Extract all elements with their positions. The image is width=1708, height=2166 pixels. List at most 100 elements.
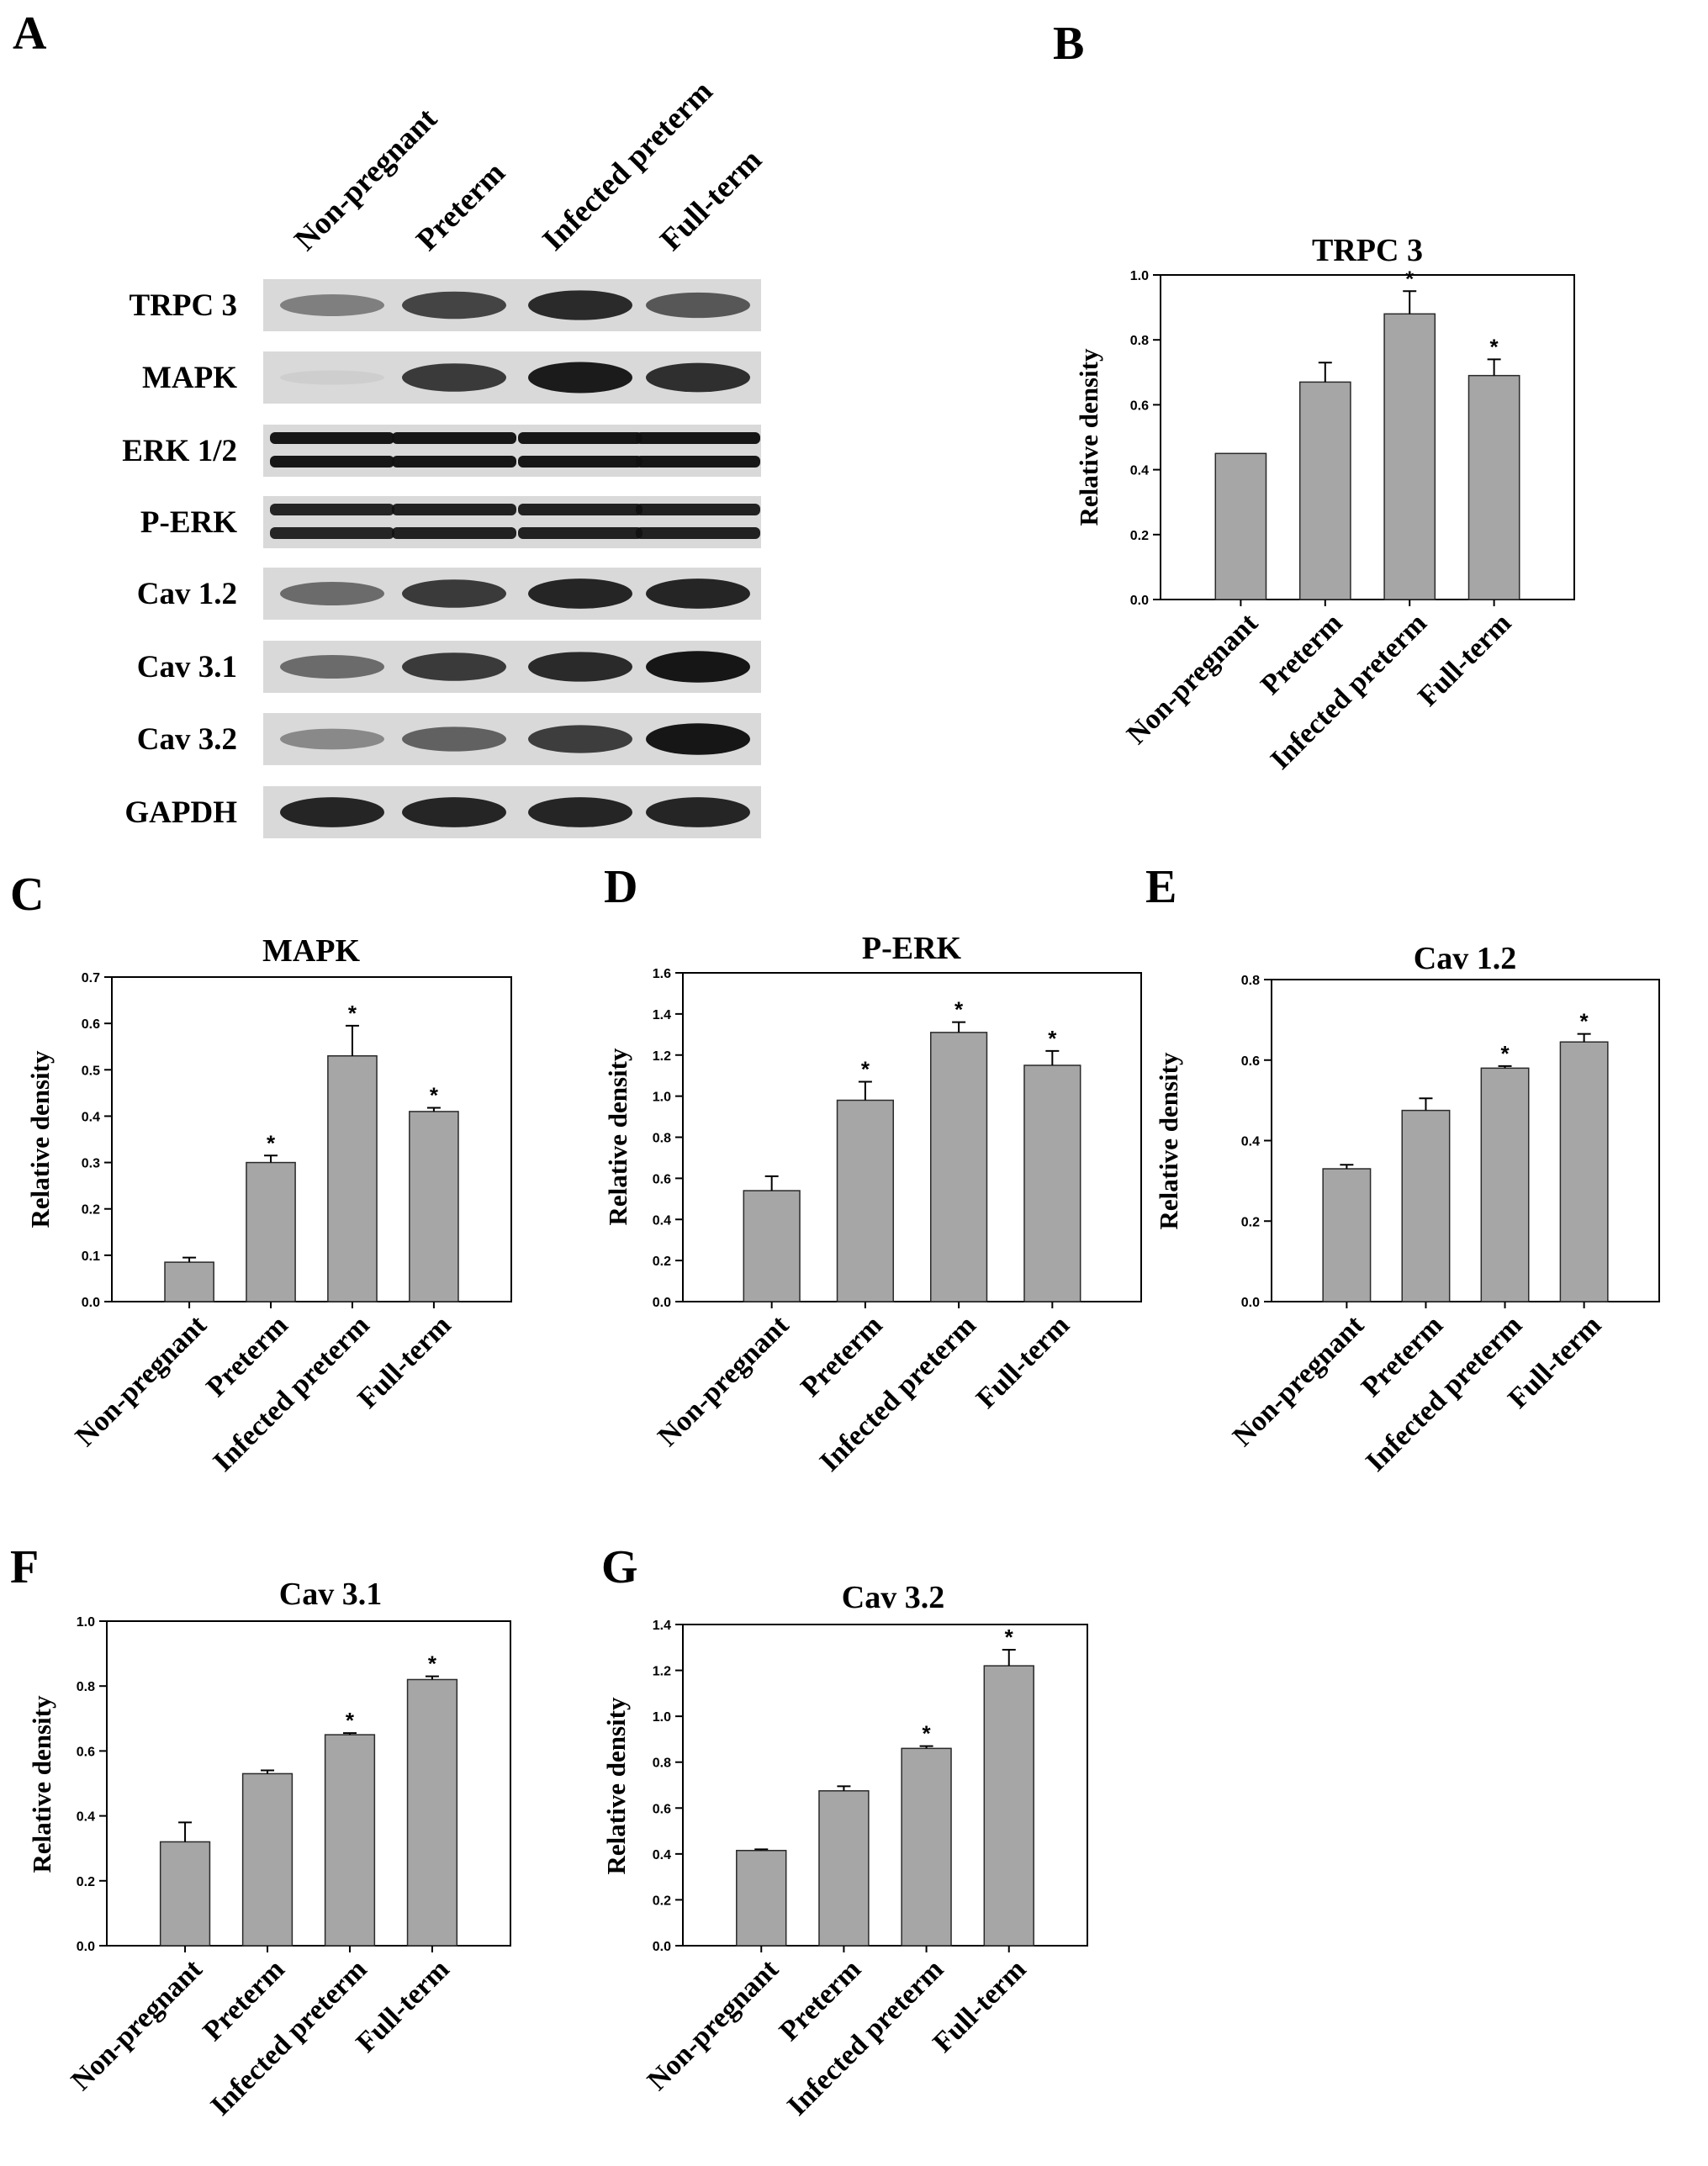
y-tick-label: 0.8 <box>653 1132 671 1146</box>
blot-band <box>270 504 394 515</box>
panel-letter: D <box>604 861 637 913</box>
bar <box>1480 1067 1530 1302</box>
blot-band <box>392 527 516 539</box>
y-tick-label: 1.0 <box>1130 269 1149 283</box>
blot-row-label: MAPK <box>142 361 237 395</box>
chart-title: Cav 1.2 <box>1414 941 1516 976</box>
y-tick-label: 0.6 <box>1130 399 1149 413</box>
y-tick-label: 0.0 <box>1130 594 1149 608</box>
significance-marker: * <box>1005 1624 1014 1650</box>
bar <box>1023 1065 1081 1302</box>
x-tick-label: Non-pregnant <box>1227 1309 1370 1452</box>
bar-charts: B TRPC 3 Relative density 0.0 0.2 0.4 0.6 0.8 1.… <box>10 18 1660 2121</box>
y-axis-label: Relative density <box>601 1697 631 1874</box>
blot-band <box>636 504 760 515</box>
blot-band <box>402 291 506 320</box>
panel-letter: G <box>601 1541 638 1593</box>
blot-row-label: TRPC 3 <box>130 288 237 323</box>
bar <box>818 1790 870 1947</box>
chart-title: Cav 3.1 <box>279 1577 382 1612</box>
bar <box>164 1261 214 1302</box>
blot-band <box>392 456 516 468</box>
y-tick-label: 0.6 <box>653 1802 671 1816</box>
significance-marker: * <box>1490 334 1499 359</box>
blot-band <box>280 294 384 316</box>
y-axis-label: Relative density <box>25 1050 55 1228</box>
chart-f: F Cav 3.1 Relative density 0.0 0.2 0.4 0.6 0.8 1… <box>10 1541 511 2121</box>
blot-band <box>636 527 760 539</box>
blot-band <box>270 527 394 539</box>
blot-band <box>646 651 750 683</box>
y-tick-label: 0.4 <box>653 1848 671 1862</box>
bar <box>901 1747 952 1947</box>
chart-b: B TRPC 3 Relative density 0.0 0.2 0.4 0.6 0.8 1.… <box>1053 18 1575 775</box>
blot-band <box>402 726 506 752</box>
y-tick-label: 1.2 <box>653 1049 671 1064</box>
blot-band <box>402 797 506 827</box>
blot-band <box>402 363 506 392</box>
y-tick-label: 0.2 <box>77 1875 95 1889</box>
bar <box>1214 452 1267 600</box>
y-axis-label: Relative density <box>27 1695 56 1873</box>
chart-title: Cav 3.2 <box>842 1580 944 1615</box>
blot-band <box>646 292 750 319</box>
chart-g: G Cav 3.2 Relative density 0.0 0.2 0.4 0.6 0.8 1… <box>601 1541 1088 2121</box>
bar <box>246 1161 296 1302</box>
y-tick-label: 1.0 <box>653 1091 671 1105</box>
blot-band <box>518 432 642 444</box>
chart-title: MAPK <box>262 933 361 969</box>
x-tick-label: Infected preterm <box>814 1309 982 1477</box>
y-tick-label: 1.4 <box>653 1619 671 1633</box>
blot-band <box>528 290 632 320</box>
blot-band <box>528 578 632 609</box>
panel-letter: E <box>1145 861 1177 913</box>
bar <box>406 1678 458 1947</box>
y-tick-label: 0.8 <box>653 1757 671 1771</box>
significance-marker: * <box>428 1651 437 1677</box>
blot-row-label: Cav 1.2 <box>137 577 237 611</box>
x-tick-label: Infected preterm <box>1265 607 1433 775</box>
bar <box>1383 313 1436 600</box>
bar <box>409 1111 459 1302</box>
blot-band <box>280 654 384 679</box>
blot-band <box>280 370 384 385</box>
x-tick-label: Non-pregnant <box>70 1309 213 1452</box>
blot-band <box>518 527 642 539</box>
blot-band <box>646 723 750 755</box>
panel-letter: B <box>1053 18 1084 70</box>
y-tick-label: 0.0 <box>653 1296 671 1310</box>
x-tick-label: Full-term <box>970 1309 1076 1414</box>
y-tick-label: 0.2 <box>653 1894 671 1908</box>
y-tick-label: 0.6 <box>653 1172 671 1186</box>
y-tick-label: 0.3 <box>82 1157 100 1171</box>
bar <box>1559 1041 1609 1302</box>
y-tick-label: 1.2 <box>653 1665 671 1679</box>
bar <box>1467 374 1520 600</box>
bar <box>324 1734 376 1947</box>
y-tick-label: 0.6 <box>82 1017 100 1032</box>
bar <box>1298 381 1351 600</box>
significance-marker: * <box>1405 266 1415 291</box>
significance-marker: * <box>923 1721 932 1746</box>
y-tick-label: 0.4 <box>77 1810 95 1825</box>
bar <box>1322 1168 1372 1302</box>
y-tick-label: 0.0 <box>82 1296 100 1310</box>
significance-marker: * <box>1580 1009 1589 1034</box>
significance-marker: * <box>267 1130 276 1155</box>
bar <box>929 1032 988 1302</box>
blot-band <box>392 432 516 444</box>
bar <box>836 1099 895 1302</box>
blot-band <box>646 578 750 609</box>
bar <box>241 1772 293 1947</box>
y-tick-label: 1.0 <box>77 1615 95 1630</box>
significance-marker: * <box>1500 1041 1510 1066</box>
blot-band <box>518 456 642 468</box>
bar <box>983 1665 1034 1947</box>
y-tick-label: 0.1 <box>82 1249 100 1264</box>
plot-frame <box>1160 274 1575 600</box>
significance-marker: * <box>954 997 964 1022</box>
y-tick-label: 0.0 <box>653 1940 671 1954</box>
y-tick-label: 0.7 <box>82 971 100 985</box>
chart-e: E Cav 1.2 Relative density 0.0 0.2 0.4 0.6 0.8 N… <box>1145 861 1660 1477</box>
blot-band <box>270 456 394 468</box>
